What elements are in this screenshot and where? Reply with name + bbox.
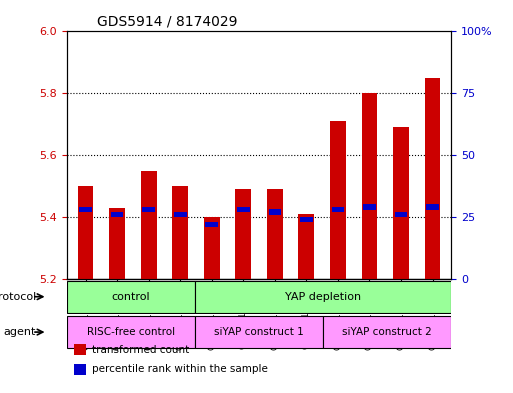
Bar bbox=[267, 189, 283, 279]
Bar bbox=[143, 207, 155, 213]
Bar bbox=[237, 207, 250, 213]
Bar bbox=[74, 364, 86, 375]
Bar bbox=[330, 121, 346, 279]
Bar bbox=[80, 207, 92, 213]
Bar bbox=[74, 344, 86, 355]
Bar bbox=[425, 78, 440, 279]
Text: protocol: protocol bbox=[0, 292, 36, 302]
Text: YAP depletion: YAP depletion bbox=[285, 292, 361, 302]
Bar bbox=[67, 316, 195, 348]
Bar bbox=[109, 208, 125, 279]
Bar bbox=[235, 189, 251, 279]
Bar bbox=[205, 222, 218, 227]
Text: GDS5914 / 8174029: GDS5914 / 8174029 bbox=[97, 15, 238, 29]
Text: transformed count: transformed count bbox=[92, 345, 189, 355]
Text: agent: agent bbox=[4, 327, 36, 337]
Bar bbox=[331, 207, 344, 213]
Bar bbox=[67, 281, 195, 312]
Text: RISC-free control: RISC-free control bbox=[87, 327, 175, 337]
Bar bbox=[111, 212, 124, 217]
Bar bbox=[363, 204, 376, 210]
Bar bbox=[300, 217, 313, 222]
Text: percentile rank within the sample: percentile rank within the sample bbox=[92, 364, 268, 374]
Bar bbox=[172, 186, 188, 279]
Text: siYAP construct 2: siYAP construct 2 bbox=[343, 327, 432, 337]
Bar bbox=[195, 281, 451, 312]
Bar bbox=[204, 217, 220, 279]
Bar bbox=[362, 94, 378, 279]
Bar bbox=[426, 204, 439, 210]
Bar bbox=[323, 316, 451, 348]
Bar bbox=[174, 212, 187, 217]
Bar bbox=[141, 171, 156, 279]
Bar bbox=[393, 127, 409, 279]
Bar bbox=[268, 209, 281, 215]
Text: siYAP construct 1: siYAP construct 1 bbox=[214, 327, 304, 337]
Bar bbox=[299, 214, 314, 279]
Text: control: control bbox=[111, 292, 150, 302]
Bar bbox=[394, 212, 407, 217]
Bar bbox=[78, 186, 93, 279]
Bar bbox=[195, 316, 323, 348]
